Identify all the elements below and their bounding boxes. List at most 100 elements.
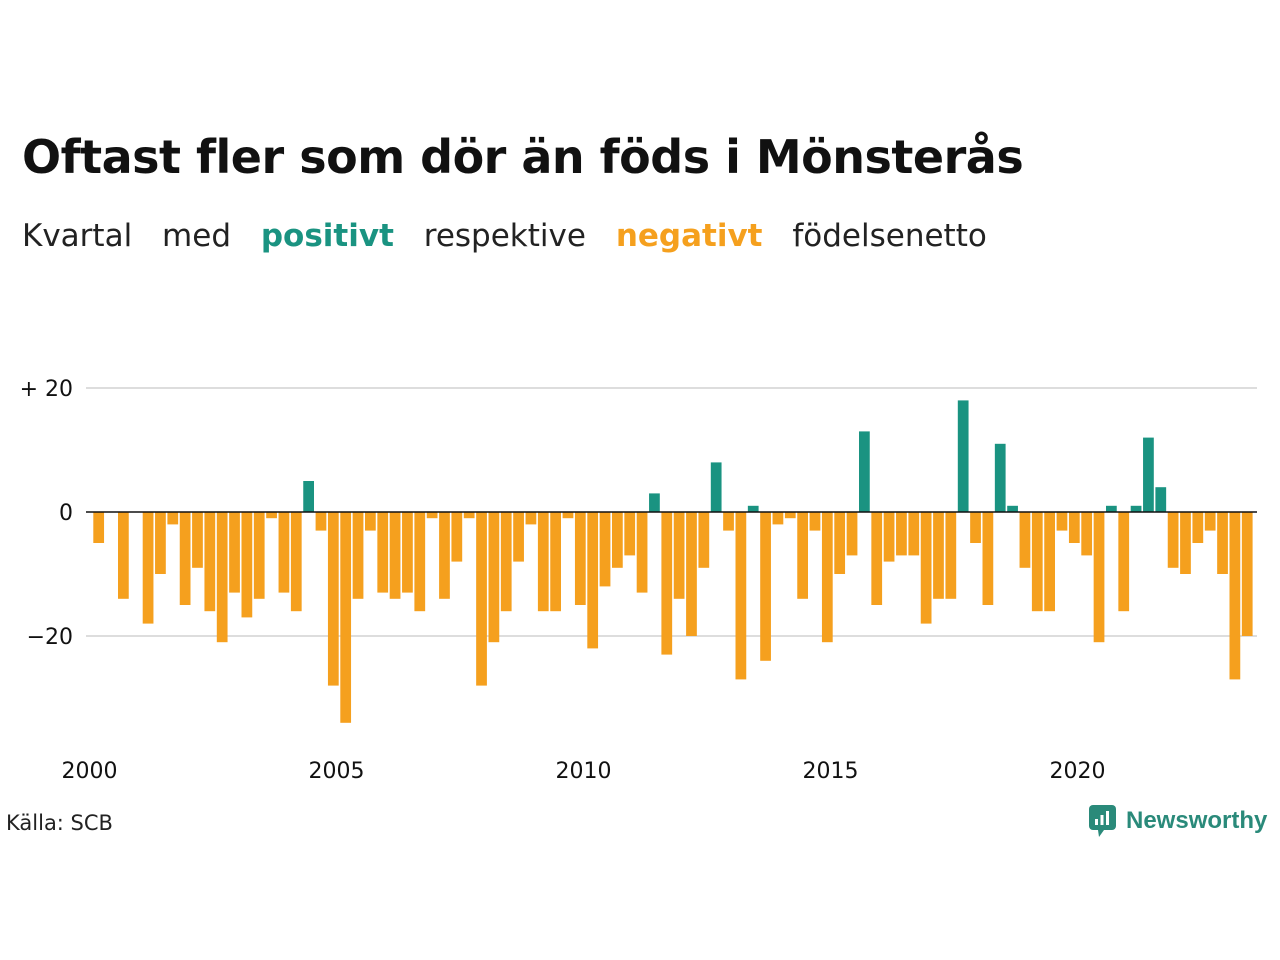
bar: [587, 512, 599, 649]
bar: [537, 512, 549, 612]
brand-logo: Newsworthy: [1088, 804, 1267, 838]
bar: [1229, 512, 1241, 680]
bar: [1167, 512, 1179, 568]
bar: [797, 512, 808, 599]
bar: [1143, 437, 1154, 512]
bar: [1007, 505, 1018, 512]
bar: [1192, 512, 1204, 543]
bar: [1118, 512, 1130, 612]
bar: [303, 481, 314, 512]
bar: [414, 512, 426, 612]
bar: [562, 512, 574, 519]
bar: [1155, 487, 1167, 512]
bar: [908, 512, 920, 556]
bar: [624, 512, 636, 556]
bar: [821, 512, 833, 643]
bar: [673, 512, 685, 599]
bar: [550, 512, 561, 612]
bar: [859, 431, 870, 512]
bar: [315, 512, 327, 531]
bar: [612, 512, 623, 568]
bar: [142, 512, 154, 624]
source-note: Källa: SCB: [6, 811, 113, 835]
bar: [1241, 512, 1253, 636]
x-tick-label: 2020: [1050, 759, 1106, 784]
bar: [1031, 512, 1043, 612]
bar: [871, 512, 883, 605]
bar: [1180, 512, 1191, 574]
y-tick-label: 0: [59, 501, 73, 526]
bar: [1204, 512, 1216, 531]
bar: [439, 512, 450, 599]
bar: [846, 512, 858, 556]
bar: [241, 512, 253, 618]
bar: [1068, 512, 1080, 543]
bar: [365, 512, 376, 531]
bar: [970, 512, 981, 543]
bar: [772, 512, 784, 525]
bar: [500, 512, 512, 612]
bar: [216, 512, 228, 643]
bar: [809, 512, 821, 531]
bar: [636, 512, 648, 593]
bar: [179, 512, 191, 605]
bar: [1019, 512, 1031, 568]
bar: [661, 512, 673, 655]
bar: [525, 512, 537, 525]
bar: [426, 512, 438, 519]
bar: [686, 512, 697, 636]
positive-legend-label: positivt: [260, 218, 394, 254]
bar: [760, 512, 771, 661]
subtitle-word: Kvartal: [22, 218, 133, 254]
bar: [253, 512, 265, 599]
x-tick-label: 2005: [309, 759, 365, 784]
bar: [229, 512, 240, 593]
x-tick-label: 2010: [556, 759, 612, 784]
bar: [945, 512, 957, 599]
bar: [290, 512, 302, 612]
subtitle-word: respektive: [423, 218, 586, 254]
bar: [1106, 505, 1117, 512]
newsworthy-logo-icon: [1089, 805, 1116, 837]
bar: [599, 512, 611, 587]
negative-legend-label: negativt: [615, 218, 763, 254]
bar: [278, 512, 290, 593]
bar: [784, 512, 796, 519]
y-tick-label: + 20: [20, 377, 73, 402]
subtitle-word: med: [162, 218, 231, 254]
x-tick-label: 2000: [62, 759, 118, 784]
chart-subtitle: Kvartal med positivt respektive negativt…: [22, 218, 1007, 254]
bar: [982, 512, 994, 605]
bar: [451, 512, 463, 562]
bar: [747, 505, 759, 512]
bar: [476, 512, 487, 686]
bar: [463, 512, 475, 519]
bar: [402, 512, 413, 593]
bar: [352, 512, 364, 599]
x-tick-label: 2015: [803, 759, 859, 784]
bar: [994, 443, 1006, 512]
bar: [513, 512, 524, 562]
bar: [118, 512, 129, 599]
bar: [933, 512, 944, 599]
bar: [1056, 512, 1068, 531]
bar: [957, 400, 969, 512]
bar: [920, 512, 932, 624]
bar: [340, 512, 352, 723]
bar: [574, 512, 586, 605]
brand-name: Newsworthy: [1126, 807, 1268, 834]
bar: [204, 512, 216, 612]
bar: [327, 512, 339, 686]
subtitle-word: födelsenetto: [792, 218, 987, 254]
bar: [266, 512, 277, 519]
bar: [1044, 512, 1055, 612]
bar: [883, 512, 895, 562]
bar: [1081, 512, 1093, 556]
bar: [723, 512, 734, 531]
bar: [834, 512, 846, 574]
bar: [1217, 512, 1228, 574]
bar: [896, 512, 907, 556]
bar: [710, 462, 722, 512]
bar: [1093, 512, 1105, 643]
